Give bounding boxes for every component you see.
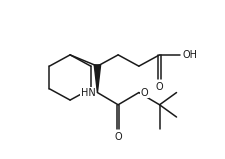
Text: O: O [141, 88, 148, 97]
Text: HN: HN [81, 88, 96, 97]
Polygon shape [94, 65, 101, 93]
Text: O: O [156, 82, 163, 92]
Text: O: O [114, 131, 122, 142]
Text: OH: OH [182, 50, 197, 60]
